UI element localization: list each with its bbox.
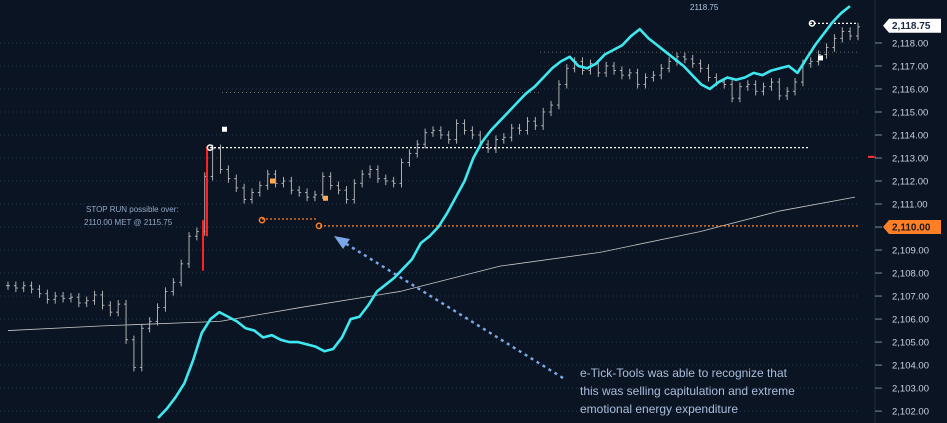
price-badge-white: 2,118.75 xyxy=(883,18,941,33)
y-tick-label: 2,115.00 xyxy=(892,107,928,118)
square-marker xyxy=(270,178,275,184)
y-tick-label: 2,108.00 xyxy=(892,269,929,280)
level-marker xyxy=(258,216,266,224)
level-marker xyxy=(315,222,323,230)
price-badge-label: 2,110.00 xyxy=(892,223,931,234)
moving-average-line xyxy=(7,196,856,331)
annotation-arrowhead xyxy=(334,236,350,249)
square-marker xyxy=(222,126,227,132)
grid xyxy=(0,42,858,412)
annotation-arrow-line xyxy=(339,238,564,380)
price-badge-orange: 2,110.00 xyxy=(883,220,941,235)
y-tick-label: 2,103.00 xyxy=(892,384,929,395)
y-tick-label: 2,112.00 xyxy=(892,177,928,188)
annotations: STOP RUN possible over: 2110.00 MET @ 21… xyxy=(84,3,795,416)
y-tick-label: 2,109.00 xyxy=(892,246,929,257)
y-tick-label: 2,116.00 xyxy=(892,84,928,95)
price-badge-shape xyxy=(883,220,941,235)
levels xyxy=(210,22,858,227)
cyan-indicator xyxy=(157,5,851,419)
stop-run-label-1: STOP RUN possible over: xyxy=(86,205,179,214)
y-tick-label: 2,111.00 xyxy=(892,200,928,211)
note-line-3: emotional energy expenditure xyxy=(580,402,738,416)
y-tick-label: 2,102.00 xyxy=(892,407,929,418)
level-marker xyxy=(808,20,816,27)
price-badge-label: 2,118.75 xyxy=(892,21,931,32)
top-price-label: 2118.75 xyxy=(690,3,719,12)
indicator-line xyxy=(157,5,851,419)
y-tick-label: 2,104.00 xyxy=(892,361,929,372)
y-tick-label: 2,117.00 xyxy=(892,61,928,72)
y-axis: 2,102.00 2,103.00 2,104.00 2,105.00 2,106.00… xyxy=(874,0,941,423)
price-badge-shape xyxy=(883,18,941,33)
y-tick-label: 2,113.00 xyxy=(892,154,928,165)
price-bars xyxy=(6,22,860,372)
note-line-2: this was selling capitulation and extrem… xyxy=(580,384,795,398)
note-line-1: e-Tick-Tools was able to recognize that xyxy=(580,366,788,380)
level-marker xyxy=(206,144,214,152)
y-tick-label: 2,114.00 xyxy=(892,130,928,141)
moving-average xyxy=(7,196,856,331)
square-marker xyxy=(323,195,328,201)
y-tick-label: 2,118.00 xyxy=(892,38,928,49)
y-tick-label: 2,106.00 xyxy=(892,315,929,326)
markers xyxy=(206,20,876,230)
square-marker xyxy=(818,55,823,61)
stop-run-label-2: 2110.00 MET @ 2115.75 xyxy=(84,218,173,227)
y-tick-label: 2,107.00 xyxy=(892,292,929,303)
y-tick-label: 2,105.00 xyxy=(892,338,929,349)
